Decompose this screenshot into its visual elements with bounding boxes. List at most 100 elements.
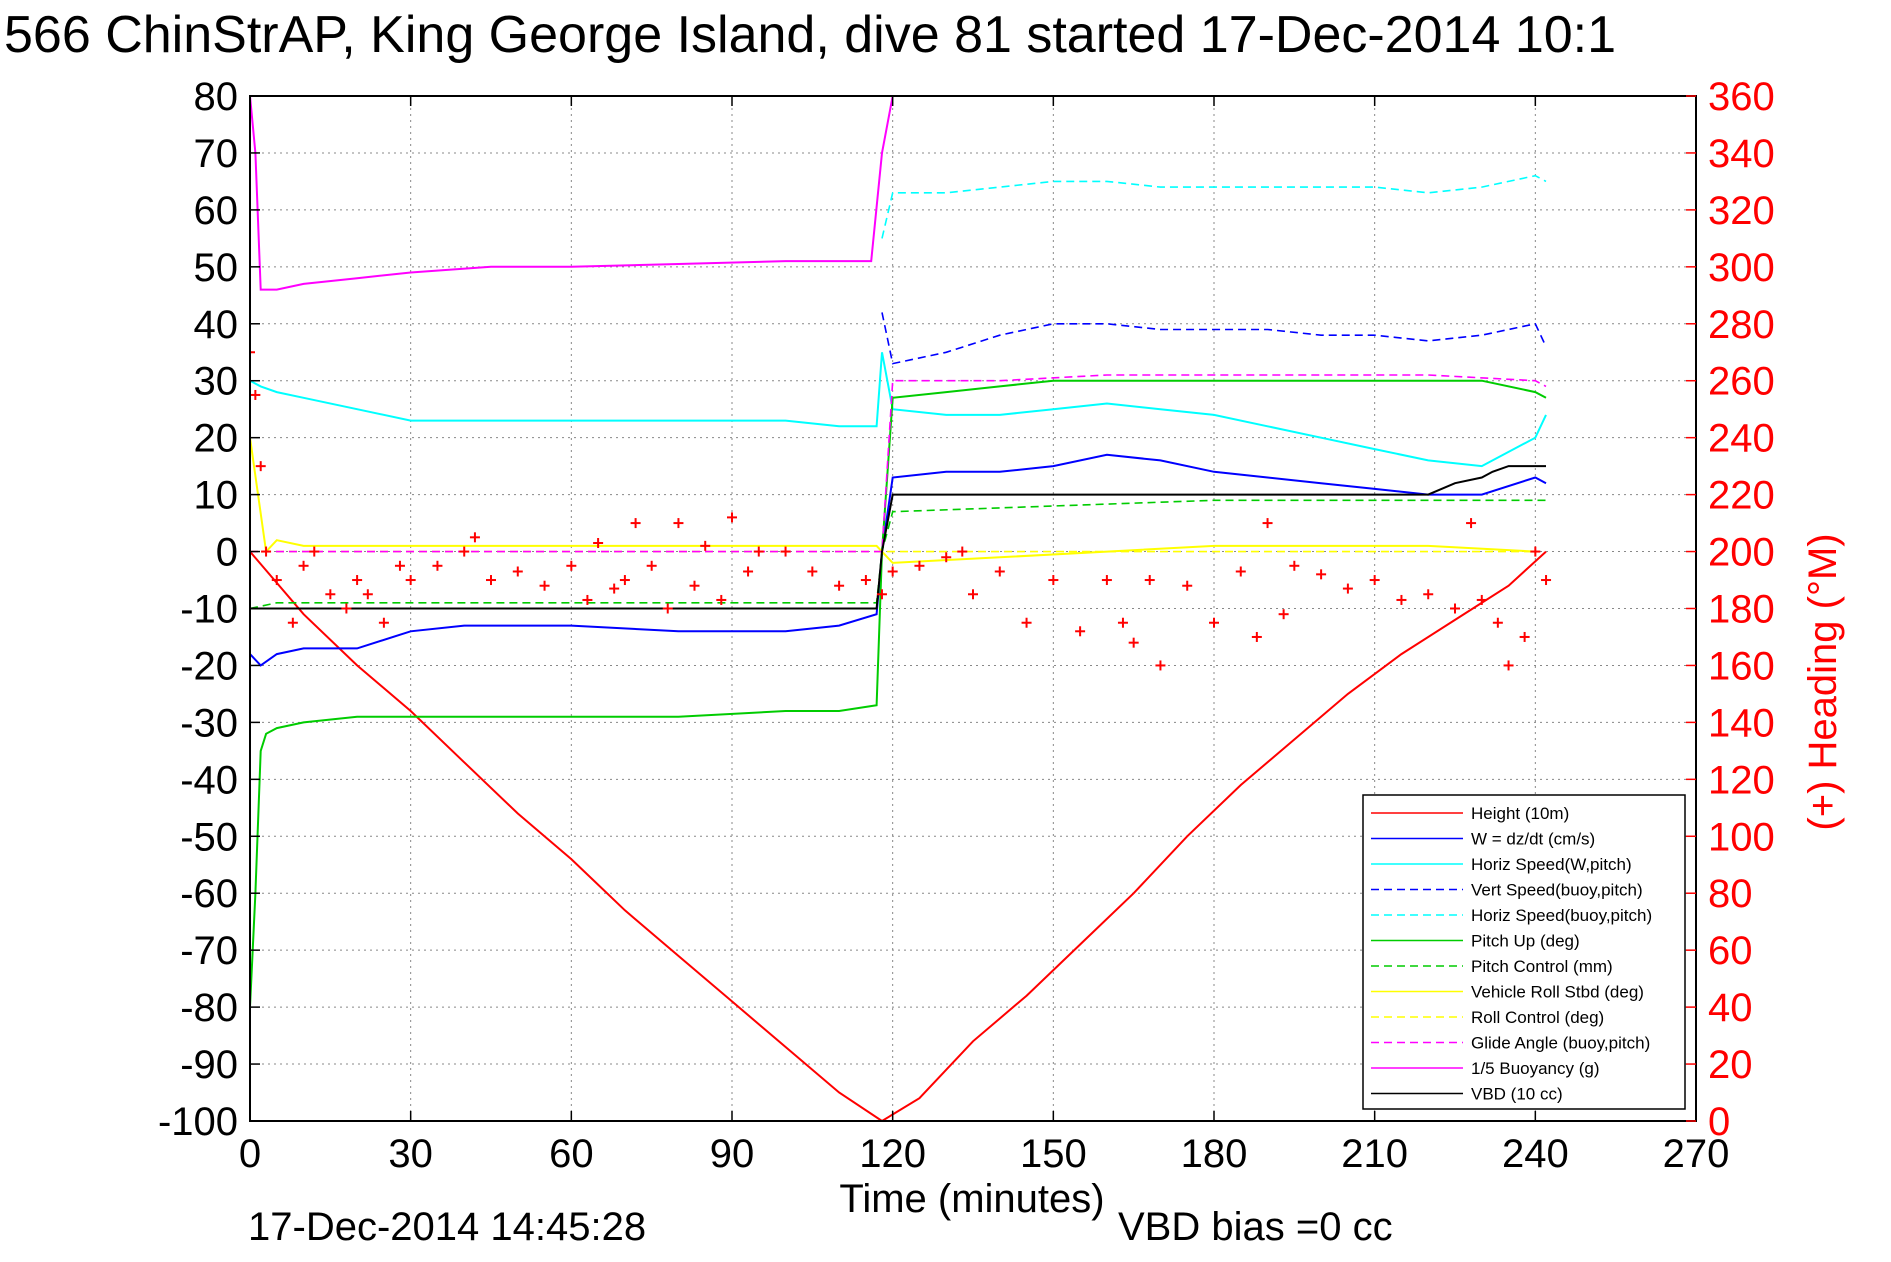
legend-label: Glide Angle (buoy,pitch) [1471,1034,1650,1053]
heading-point [1235,566,1246,577]
heading-point [271,575,282,586]
heading-point [394,560,405,571]
series-line [250,550,1547,1121]
heading-point [593,538,604,549]
y-tick-label: 30 [194,360,239,404]
heading-point [860,575,871,586]
y-tick-label: 20 [194,417,239,461]
y-right-tick-label: 60 [1708,929,1753,973]
y-axis-left: 80 70 60 50 40 30 20 10 0 -10 -20 -30 -40 -50 -60 -70 -8… [158,75,260,1144]
heading-point [1021,617,1032,628]
y-tick-label: 70 [194,132,239,176]
y-tick-label: -40 [180,758,238,802]
heading-point [1251,631,1262,642]
y-right-tick-label: 260 [1708,360,1775,404]
heading-point [619,575,630,586]
legend-label: Roll Control (deg) [1471,1008,1604,1027]
legend-label: VBD (10 cc) [1471,1085,1563,1104]
y-right-tick-label: 240 [1708,417,1775,461]
y-tick-label: 40 [194,303,239,347]
heading-point [1466,518,1477,529]
x-tick-label: 30 [388,1132,433,1176]
heading-point [298,560,309,571]
series-line [881,174,1547,239]
y-right-tick-label: 200 [1708,531,1775,575]
heading-point [727,512,737,523]
heading-point [1492,617,1503,628]
legend-item: Roll Control (deg) [1371,1008,1604,1027]
series-layer [250,96,1552,1121]
heading-point [673,518,684,529]
heading-point [287,617,298,628]
heading-point [255,461,266,472]
y-right-tick-label: 220 [1708,474,1775,518]
x-tick-label: 180 [1181,1132,1248,1176]
legend-box [1362,794,1686,1110]
series-line [250,499,1546,610]
heading-point [1048,575,1059,586]
y-tick-label: 10 [194,474,239,518]
heading-point [1075,626,1086,637]
heading-point [459,546,470,557]
x-tick-label: 240 [1502,1132,1569,1176]
y-right-tick-label: 300 [1708,246,1775,290]
heading-point [325,589,336,600]
y-right-tick-label: 320 [1708,189,1775,233]
x-axis-label: Time (minutes) [839,1177,1104,1221]
y-axis-right: 3603403203002802602402202001801601401201… [1686,75,1775,1144]
heading-point [405,575,416,586]
x-tick-label: 60 [549,1132,594,1176]
heading-point [582,594,593,605]
heading-point [887,566,898,577]
heading-point [1316,569,1327,580]
y-tick-label: -50 [180,815,238,859]
heading-point [1369,575,1380,586]
heading-point [1519,631,1530,642]
series-line [250,374,1547,553]
y-tick-label: 60 [194,189,239,233]
heading-point [341,603,352,614]
legend-label: W = dz/dt (cm/s) [1471,830,1595,849]
heading-point [876,589,887,600]
heading-point [630,518,641,529]
heading-point [1155,660,1166,671]
heading-point [362,589,373,600]
heading-point [743,566,754,577]
heading-point [1503,660,1514,671]
series-line [250,96,894,291]
x-tick-label: 0 [239,1132,261,1176]
y-right-tick-label: 20 [1708,1043,1753,1087]
x-tick-label: 210 [1341,1132,1408,1176]
y-right-tick-label: 360 [1708,75,1775,119]
heading-point [689,580,700,591]
heading-point [1541,575,1552,586]
heading-point [646,560,657,571]
y-tick-label: 0 [216,531,238,575]
x-tick-label: 120 [859,1132,926,1176]
heading-point [1450,603,1460,614]
heading-point [469,532,480,543]
legend: Height (10m) W = dz/dt (cm/s) Horiz Speed(… [1362,794,1686,1110]
heading-point [1209,617,1219,628]
y-right-tick-label: 0 [1708,1100,1730,1144]
legend-label: Horiz Speed(W,pitch) [1471,855,1632,874]
heading-point [1530,546,1541,557]
y-right-tick-label: 120 [1708,758,1775,802]
legend-item: VBD (10 cc) [1371,1085,1563,1104]
y-tick-label: -70 [180,929,238,973]
heading-point [378,617,389,628]
legend-label: Height (10m) [1471,804,1569,823]
y-tick-label: 80 [194,75,239,119]
heading-point [1262,518,1273,529]
heading-point [957,546,968,557]
heading-point [1128,637,1139,648]
legend-item: Glide Angle (buoy,pitch) [1371,1034,1650,1053]
heading-point [700,540,711,551]
legend-item: Horiz Speed(buoy,pitch) [1371,906,1652,925]
x-tick-label: 90 [710,1132,755,1176]
footer-timestamp: 17-Dec-2014 14:45:28 [248,1205,646,1249]
legend-label: Vehicle Roll Stbd (deg) [1471,983,1644,1002]
heading-point [807,566,818,577]
y-right-tick-label: 160 [1708,644,1775,688]
